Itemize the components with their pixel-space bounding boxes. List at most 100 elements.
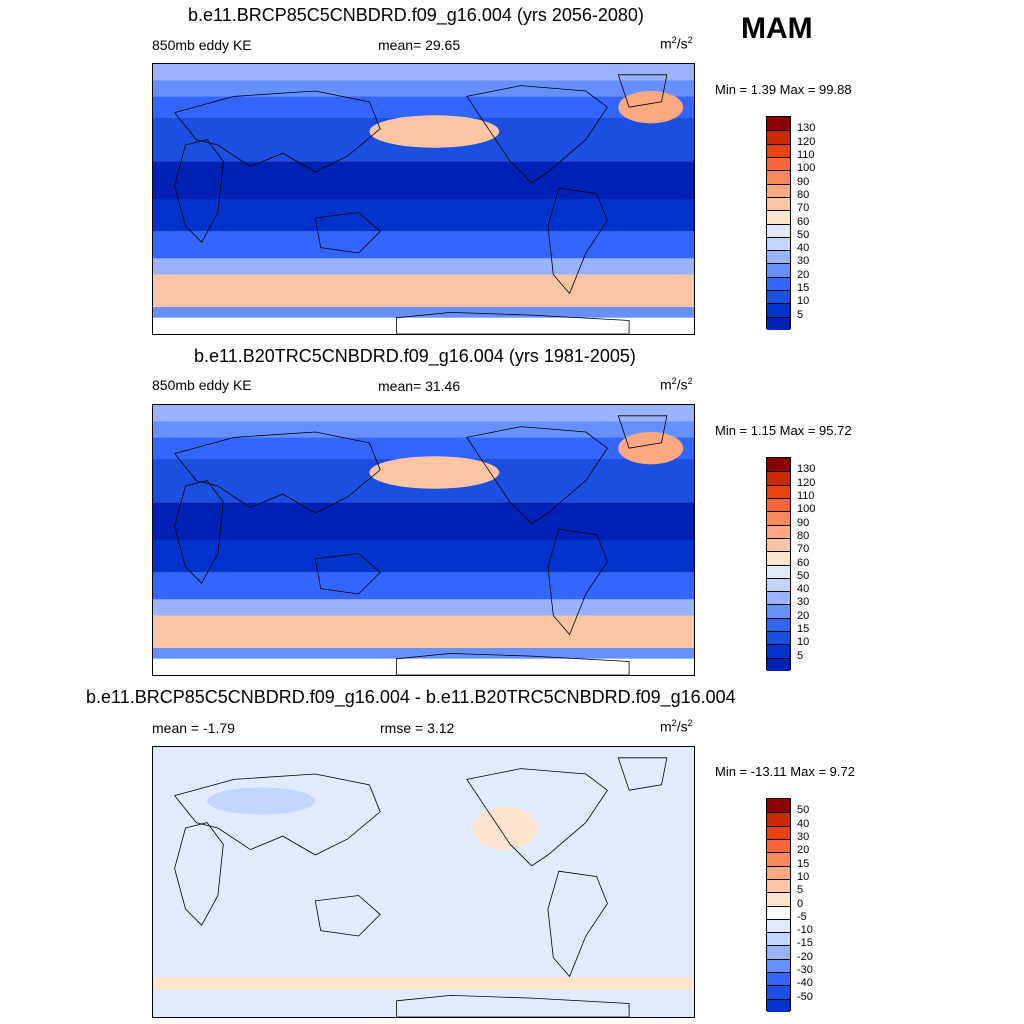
panel1-minmax: Min = 1.39 Max = 99.88 bbox=[715, 82, 852, 97]
map-field bbox=[153, 64, 694, 334]
colorbar-tick-label: 5 bbox=[797, 308, 804, 321]
colorbar-tick-label: -5 bbox=[797, 910, 807, 923]
field-band bbox=[153, 502, 694, 540]
colorbar-tick-label: 5 bbox=[797, 884, 804, 897]
panel1-colorbar-ticks: 130 120 110 100 90 80 70 60 50 40 30 20 15 10 5 bbox=[797, 116, 837, 329]
colorbar-tick-label: 5 bbox=[797, 649, 804, 662]
field-highlight bbox=[618, 432, 684, 465]
colorbar-swatch bbox=[767, 644, 790, 658]
colorbar-tick-label: 15 bbox=[797, 623, 810, 636]
field-band bbox=[153, 96, 694, 118]
colorbar-swatch bbox=[767, 303, 790, 317]
panel2-colorbar bbox=[766, 457, 791, 671]
panel3-colorbar-ticks: 50 40 30 20 15 10 5 0 -5 -10 -15 -20 -30 -40 -50 bbox=[797, 798, 837, 1011]
colorbar-tick-label: 40 bbox=[797, 242, 810, 255]
field-band bbox=[153, 658, 694, 675]
colorbar-tick-label: 80 bbox=[797, 529, 810, 542]
colorbar-tick-label: 50 bbox=[797, 569, 810, 582]
colorbar-swatch bbox=[767, 657, 790, 671]
coastline bbox=[173, 773, 381, 856]
colorbar-swatch bbox=[767, 577, 790, 592]
panel3-colorbar bbox=[766, 798, 791, 1012]
colorbar-swatch bbox=[767, 290, 790, 304]
colorbar-tick-label: 50 bbox=[797, 228, 810, 241]
colorbar-swatch bbox=[767, 617, 790, 632]
colorbar-swatch bbox=[767, 799, 790, 813]
colorbar-tick-label: 30 bbox=[797, 255, 810, 268]
field-band bbox=[153, 615, 694, 648]
panel1-colorbar bbox=[766, 116, 791, 330]
season-label: MAM bbox=[741, 12, 813, 45]
field-band bbox=[153, 199, 694, 232]
colorbar-swatch bbox=[767, 958, 790, 973]
colorbar-swatch bbox=[767, 484, 790, 498]
colorbar-swatch bbox=[767, 236, 790, 251]
colorbar-tick-label: 40 bbox=[797, 817, 810, 830]
colorbar-tick-label: 15 bbox=[797, 282, 810, 295]
colorbar-tick-label: -10 bbox=[797, 924, 813, 937]
colorbar-swatch bbox=[767, 604, 790, 618]
colorbar-tick-label: 110 bbox=[797, 489, 815, 502]
colorbar-swatch bbox=[767, 130, 790, 144]
panel3-units: m2/s2 bbox=[660, 718, 693, 735]
field-band bbox=[153, 317, 694, 334]
colorbar-tick-label: -15 bbox=[797, 937, 813, 950]
coastline bbox=[173, 90, 381, 173]
colorbar-tick-label: 40 bbox=[797, 583, 810, 596]
colorbar-tick-label: 30 bbox=[797, 596, 810, 609]
colorbar-tick-label: 15 bbox=[797, 857, 810, 870]
colorbar-tick-label: 130 bbox=[797, 463, 816, 476]
panel3-map bbox=[152, 746, 695, 1018]
field-band bbox=[153, 274, 694, 307]
colorbar-tick-label: 20 bbox=[797, 268, 810, 281]
panel2-colorbar-ticks: 130 120 110 100 90 80 70 60 50 40 30 20 15 10 5 bbox=[797, 457, 837, 670]
colorbar-swatch bbox=[767, 223, 790, 237]
panel3-title: b.e11.BRCP85C5CNBDRD.f09_g16.004 - b.e11… bbox=[86, 687, 736, 707]
coastline bbox=[314, 212, 381, 254]
panel3-minmax: Min = -13.11 Max = 9.72 bbox=[715, 764, 855, 779]
coastline bbox=[173, 431, 381, 514]
colorbar-swatch bbox=[767, 825, 790, 839]
field-band bbox=[153, 572, 694, 600]
colorbar-tick-label: 50 bbox=[797, 804, 810, 817]
colorbar-tick-label: 110 bbox=[797, 148, 815, 161]
colorbar-swatch bbox=[767, 998, 790, 1012]
field-band bbox=[153, 80, 694, 97]
colorbar-tick-label: -40 bbox=[797, 977, 813, 990]
field-band bbox=[153, 437, 694, 459]
colorbar-tick-label: 20 bbox=[797, 609, 810, 622]
panel1-left-label: 850mb eddy KE bbox=[152, 37, 252, 53]
panel2-title: b.e11.B20TRC5CNBDRD.f09_g16.004 (yrs 198… bbox=[194, 346, 636, 366]
colorbar-swatch bbox=[767, 458, 790, 472]
colorbar-tick-label: 60 bbox=[797, 556, 810, 569]
panel2-units: m2/s2 bbox=[660, 376, 693, 393]
colorbar-tick-label: 70 bbox=[797, 202, 810, 215]
colorbar-swatch bbox=[767, 524, 790, 538]
colorbar-swatch bbox=[767, 812, 790, 826]
coastline bbox=[466, 768, 608, 867]
colorbar-tick-label: 20 bbox=[797, 844, 810, 857]
colorbar-tick-label: -50 bbox=[797, 990, 813, 1003]
coastline bbox=[314, 895, 381, 937]
panel1-map bbox=[152, 63, 695, 335]
coastline bbox=[547, 187, 608, 295]
colorbar-tick-label: 90 bbox=[797, 516, 810, 529]
colorbar-swatch bbox=[767, 263, 790, 277]
field-highlight bbox=[207, 787, 316, 815]
colorbar-swatch bbox=[767, 183, 790, 197]
panel3-rmse-label: rmse = 3.12 bbox=[380, 720, 455, 736]
colorbar-tick-label: 90 bbox=[797, 175, 810, 188]
colorbar-swatch bbox=[767, 838, 790, 853]
colorbar-swatch bbox=[767, 316, 790, 330]
map-field bbox=[153, 747, 694, 1017]
colorbar-swatch bbox=[767, 564, 790, 578]
colorbar-tick-label: 10 bbox=[797, 870, 810, 883]
colorbar-swatch bbox=[767, 117, 790, 131]
coastline bbox=[617, 415, 668, 449]
panel1-units: m2/s2 bbox=[660, 35, 693, 52]
field-band bbox=[153, 64, 694, 81]
colorbar-tick-label: 10 bbox=[797, 636, 810, 649]
colorbar-tick-label: 120 bbox=[797, 476, 816, 489]
panel2-map bbox=[152, 404, 695, 676]
field-band bbox=[153, 648, 694, 659]
